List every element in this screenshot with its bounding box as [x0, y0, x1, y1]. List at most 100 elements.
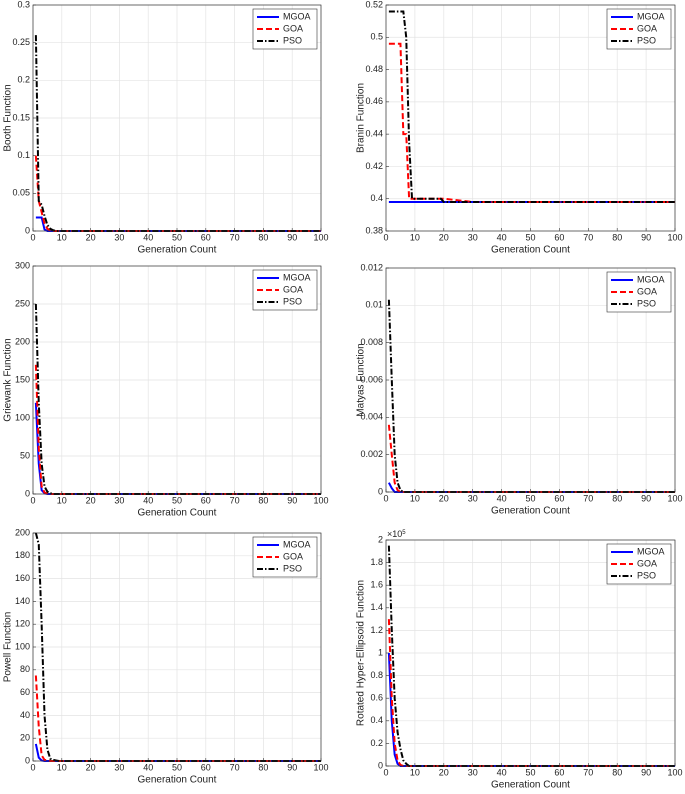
legend-label: MGOA: [637, 11, 665, 21]
x-tick-label: 0: [30, 232, 35, 242]
x-tick-label: 80: [258, 495, 268, 505]
y-tick-label: 0.38: [365, 225, 383, 235]
y-tick-label: 80: [20, 664, 30, 674]
y-tick-label: 60: [20, 687, 30, 697]
axes-frame: [32, 532, 322, 762]
x-tick-label: 50: [172, 762, 182, 772]
x-tick-label: 0: [383, 493, 388, 503]
y-tick-label: 140: [15, 596, 30, 606]
x-tick-label: 40: [143, 495, 153, 505]
x-tick-label: 30: [468, 767, 478, 777]
y-tick-label: 1.2: [370, 625, 383, 635]
x-tick-label: 20: [86, 762, 96, 772]
y-tick-label: 250: [15, 298, 30, 308]
x-axis-label: Generation Count: [138, 245, 217, 256]
x-tick-label: 90: [641, 232, 651, 242]
y-tick-label: 0.42: [365, 161, 383, 171]
x-tick-label: 50: [172, 232, 182, 242]
legend-label: PSO: [283, 296, 302, 306]
x-tick-label: 90: [287, 232, 297, 242]
y-tick-label: 0.05: [12, 188, 30, 198]
y-tick-label: 0.25: [12, 37, 30, 47]
y-tick-label: 0.2: [370, 738, 383, 748]
x-tick-label: 100: [667, 493, 682, 503]
x-tick-label: 80: [612, 493, 622, 503]
y-axis-label: Griewank Function: [3, 338, 14, 421]
y-multiplier-base: ×10: [387, 529, 402, 539]
legend-label: GOA: [283, 23, 303, 33]
y-axis-label: Booth Function: [3, 84, 14, 151]
x-axis-label: Generation Count: [138, 775, 217, 786]
x-tick-label: 40: [143, 762, 153, 772]
y-tick-label: 0.8: [370, 670, 383, 680]
axes-frame: [32, 4, 322, 232]
legend-label: GOA: [283, 551, 303, 561]
y-tick-label: 160: [15, 573, 30, 583]
y-tick-label: 2: [378, 534, 383, 544]
legend-box: [606, 8, 672, 50]
y-tick-label: 200: [15, 336, 30, 346]
x-tick-label: 10: [57, 495, 67, 505]
x-tick-label: 60: [554, 493, 564, 503]
y-tick-label: 0.46: [365, 96, 383, 106]
y-tick-label: 1.6: [370, 580, 383, 590]
legend-label: GOA: [637, 23, 657, 33]
legend-box: [606, 543, 672, 585]
x-tick-label: 100: [667, 232, 682, 242]
x-tick-label: 40: [497, 493, 507, 503]
legend-label: PSO: [283, 35, 302, 45]
axes-frame: [32, 265, 322, 495]
y-tick-label: 120: [15, 619, 30, 629]
x-tick-label: 20: [439, 493, 449, 503]
y-tick-label: 0.52: [365, 0, 383, 9]
y-tick-label: 1.8: [370, 557, 383, 567]
legend-label: PSO: [283, 563, 302, 573]
x-tick-label: 30: [468, 232, 478, 242]
y-axis-label: Powell Function: [3, 612, 14, 683]
series-line: [388, 10, 675, 203]
axes-frame: [385, 539, 676, 767]
legend-label: PSO: [637, 570, 656, 580]
legend-label: MGOA: [637, 546, 665, 556]
y-tick-label: 100: [15, 641, 30, 651]
x-tick-label: 60: [554, 232, 564, 242]
x-tick-label: 90: [287, 495, 297, 505]
legend-box: [252, 269, 318, 311]
y-multiplier: ×105: [387, 529, 406, 539]
x-tick-label: 30: [114, 232, 124, 242]
x-tick-label: 0: [30, 495, 35, 505]
y-tick-label: 0: [378, 760, 383, 770]
x-tick-label: 50: [525, 493, 535, 503]
y-tick-label: 0.012: [360, 262, 383, 272]
y-tick-label: 0.008: [360, 337, 383, 347]
x-tick-label: 30: [114, 762, 124, 772]
x-axis-label: Generation Count: [491, 245, 570, 256]
x-tick-label: 80: [612, 767, 622, 777]
x-tick-label: 40: [143, 232, 153, 242]
y-tick-label: 20: [20, 733, 30, 743]
y-tick-label: 200: [15, 527, 30, 537]
x-tick-label: 20: [439, 767, 449, 777]
legend-label: MGOA: [637, 274, 665, 284]
x-tick-label: 20: [439, 232, 449, 242]
x-tick-label: 70: [583, 493, 593, 503]
y-tick-label: 150: [15, 374, 30, 384]
legend-label: MGOA: [283, 539, 311, 549]
x-tick-label: 10: [410, 493, 420, 503]
y-tick-label: 0.48: [365, 64, 383, 74]
y-tick-label: 0: [378, 486, 383, 496]
y-tick-label: 0.004: [360, 412, 383, 422]
series-line: [388, 42, 675, 203]
y-tick-label: 0.3: [17, 0, 30, 9]
legend-box: [252, 536, 318, 578]
x-tick-label: 60: [201, 232, 211, 242]
x-tick-label: 80: [612, 232, 622, 242]
y-tick-label: 0.006: [360, 374, 383, 384]
y-axis-label: Matyas Function: [356, 343, 367, 416]
y-tick-label: 0.01: [365, 300, 383, 310]
x-tick-label: 0: [383, 232, 388, 242]
x-axis-label: Generation Count: [138, 508, 217, 519]
x-tick-label: 10: [410, 767, 420, 777]
y-axis-label: Rotated Hyper-Ellipsoid Function: [356, 580, 367, 726]
